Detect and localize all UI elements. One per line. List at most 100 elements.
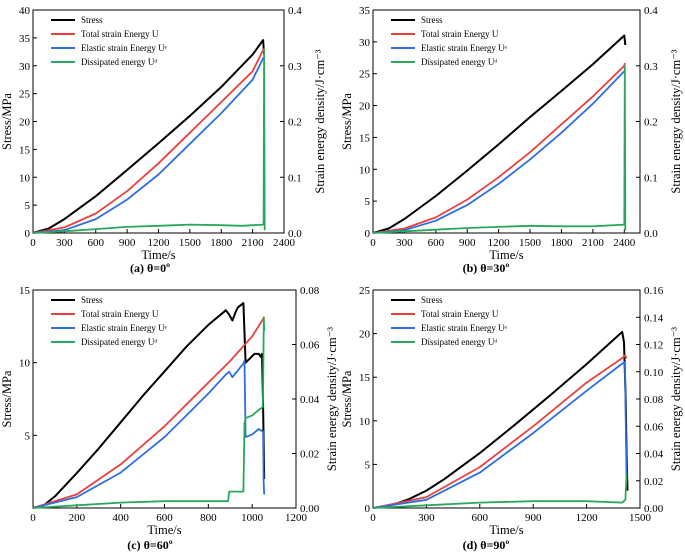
series-line-3 — [372, 473, 628, 509]
y-axis-label: Stress/MPa — [340, 370, 354, 427]
legend-label-1: Total strain Energy U — [421, 29, 499, 39]
y2-tick-label: 0.00 — [644, 503, 664, 515]
y-tick-label: 10 — [19, 358, 31, 370]
x-tick-label: 2400 — [613, 237, 636, 249]
y-tick-label: 30 — [19, 61, 31, 73]
legend-label-0: Stress — [421, 295, 443, 305]
y2-axis-label: Strain energy density/J·cm⁻³ — [325, 327, 339, 471]
legend-label-2: Elastic strain Energy Uᵉ — [81, 323, 168, 333]
x-tick-label: 0 — [370, 512, 376, 524]
y-tick-label: 25 — [359, 285, 371, 297]
series-line-0 — [32, 39, 266, 234]
y-tick-label: 15 — [19, 285, 31, 297]
y-tick-label: 5 — [365, 196, 371, 208]
y2-tick-label: 0.1 — [288, 172, 302, 184]
x-tick-label: 1500 — [179, 237, 202, 249]
y2-tick-label: 0.04 — [644, 449, 664, 461]
legend-label-2: Elastic strain Energy Uᵉ — [81, 43, 168, 53]
chart-panel-2: 0 200 400 600 800 1000 1200 5 10 15 0.00 0.02 0.04 0.… — [0, 285, 339, 552]
y2-tick-label: 0.3 — [288, 61, 302, 73]
series-line-1 — [372, 354, 628, 509]
y-tick-label: 0 — [365, 228, 371, 240]
y-tick-label: 0 — [365, 503, 371, 515]
x-tick-label: 300 — [56, 237, 73, 249]
y2-axis-label: Strain energy density/J·cm⁻³ — [669, 49, 683, 193]
y-tick-label: 15 — [19, 144, 31, 156]
y-tick-label: 10 — [19, 172, 31, 184]
x-tick-label: 2100 — [582, 237, 605, 249]
legend-label-3: Dissipated energy Uᵈ — [421, 337, 497, 347]
y2-tick-label: 0.02 — [644, 476, 663, 488]
y2-tick-label: 0.06 — [300, 340, 320, 352]
x-tick-label: 1800 — [550, 237, 573, 249]
x-tick-label: 1500 — [519, 237, 542, 249]
x-tick-label: 900 — [459, 237, 476, 249]
y-axis-label: Stress/MPa — [340, 93, 354, 150]
y-axis-label: Stress/MPa — [0, 370, 14, 427]
x-tick-label: 1200 — [576, 512, 599, 524]
legend-label-0: Stress — [421, 15, 443, 25]
x-axis-label: Time/s — [489, 248, 523, 262]
x-tick-label: 400 — [112, 512, 129, 524]
y-tick-label: 40 — [19, 5, 31, 17]
x-tick-label: 600 — [156, 512, 173, 524]
y-tick-label: 35 — [19, 33, 31, 45]
y-tick-label: 25 — [359, 69, 371, 81]
y2-tick-label: 0.2 — [288, 117, 302, 129]
x-tick-label: 300 — [396, 237, 413, 249]
panel-caption: (b) θ=30º — [463, 261, 510, 275]
series-line-3 — [32, 48, 266, 234]
y-tick-label: 5 — [25, 200, 31, 212]
panel-caption: (d) θ=90º — [463, 538, 510, 552]
x-tick-label: 200 — [69, 512, 86, 524]
series-line-1 — [372, 62, 626, 234]
legend-label-0: Stress — [81, 295, 103, 305]
chart-panel-1: 0 300 600 900 1200 1500 1800 2100 2400 0 5 10 15 20 25… — [340, 5, 683, 275]
y-tick-label: 5 — [365, 459, 371, 471]
y2-axis-label: Strain energy density/J·cm⁻³ — [669, 327, 683, 471]
y-tick-label: 10 — [359, 416, 371, 428]
y2-tick-label: 0.08 — [644, 394, 664, 406]
series-line-2 — [32, 359, 266, 509]
y-tick-label: 20 — [359, 329, 371, 341]
y-tick-label: 20 — [19, 117, 31, 129]
series-line-3 — [32, 316, 266, 509]
x-axis-label: Time/s — [489, 523, 523, 537]
y-tick-label: 25 — [19, 89, 31, 101]
legend-label-3: Dissipated energy Uᵈ — [421, 57, 497, 67]
y2-tick-label: 0.0 — [644, 228, 658, 240]
x-tick-label: 900 — [119, 237, 136, 249]
x-tick-label: 2100 — [242, 237, 265, 249]
x-tick-label: 1800 — [210, 237, 233, 249]
y2-tick-label: 0.02 — [300, 449, 319, 461]
x-tick-label: 1200 — [148, 237, 171, 249]
y-tick-label: 5 — [25, 430, 31, 442]
x-axis-label: Time/s — [147, 523, 181, 537]
y2-tick-label: 0.16 — [644, 285, 664, 297]
legend-label-2: Elastic strain Energy Uᵉ — [421, 43, 508, 53]
legend-label-3: Dissipated energy Uᵈ — [81, 57, 157, 67]
y2-tick-label: 0.14 — [644, 312, 664, 324]
x-axis-label: Time/s — [141, 248, 175, 262]
y2-tick-label: 0.2 — [644, 117, 658, 129]
y-tick-label: 15 — [359, 132, 371, 144]
legend-label-2: Elastic strain Energy Uᵉ — [421, 323, 508, 333]
x-tick-label: 300 — [418, 512, 435, 524]
y2-tick-label: 0.00 — [300, 503, 320, 515]
legend-label-3: Dissipated energy Uᵈ — [81, 337, 157, 347]
x-tick-label: 0 — [370, 237, 376, 249]
y-tick-label: 0 — [25, 228, 31, 240]
panel-caption: (a) θ=0º — [130, 261, 170, 275]
y-tick-label: 30 — [359, 37, 371, 49]
series-line-3 — [372, 64, 627, 234]
y2-tick-label: 0.4 — [644, 5, 658, 17]
x-tick-label: 0 — [30, 512, 36, 524]
series-line-1 — [32, 48, 265, 234]
legend-label-0: Stress — [81, 15, 103, 25]
y-tick-label: 20 — [359, 101, 371, 113]
series-line-2 — [32, 57, 265, 234]
chart-panel-0: 0 300 600 900 1200 1500 1800 2100 2400 0 5 10 15 20 25… — [0, 5, 327, 275]
panel-caption: (c) θ=60º — [127, 538, 172, 552]
legend-label-1: Total strain Energy U — [81, 29, 159, 39]
